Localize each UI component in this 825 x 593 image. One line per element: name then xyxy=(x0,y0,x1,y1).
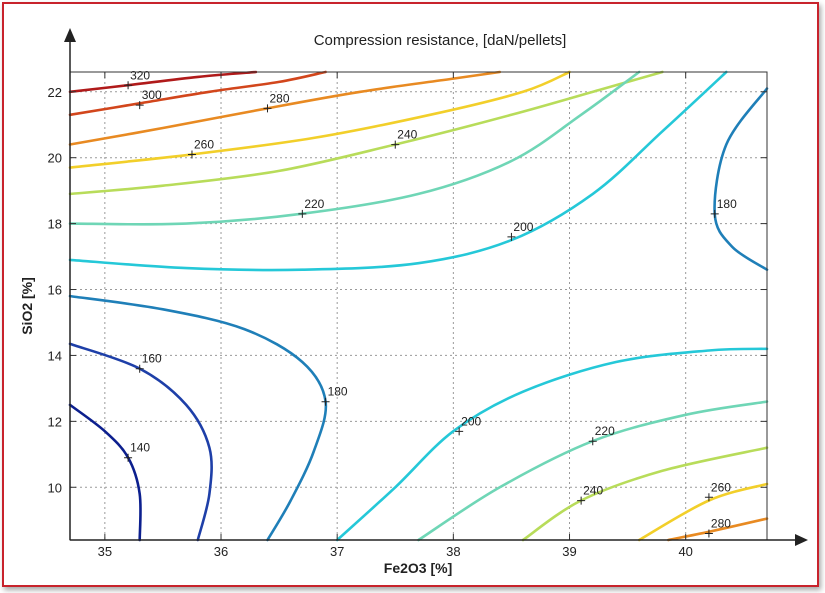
contour-line-260 xyxy=(68,70,571,169)
contour-line-200 xyxy=(68,70,728,272)
contour-label-marker xyxy=(704,529,713,538)
contour-label-marker xyxy=(710,209,719,218)
contour-label-marker xyxy=(135,364,144,373)
x-tick-label: 40 xyxy=(678,544,692,559)
contour-line-180 xyxy=(713,87,769,271)
contour-label-marker xyxy=(187,150,196,159)
x-axis-arrowhead xyxy=(795,534,808,546)
chart-title: Compression resistance, [daN/pellets] xyxy=(314,32,567,49)
contour-label-300: 300 xyxy=(142,88,162,102)
x-tick-label: 38 xyxy=(446,544,460,559)
y-tick-label: 14 xyxy=(48,348,62,363)
y-tick-label: 20 xyxy=(48,151,62,166)
x-tick-label: 37 xyxy=(330,544,344,559)
y-tick-label: 12 xyxy=(48,414,62,429)
contour-line-160 xyxy=(68,342,213,542)
x-axis-label: Fe2O3 [%] xyxy=(384,560,452,576)
y-axis-arrowhead xyxy=(64,28,76,42)
contour-label-240: 240 xyxy=(397,128,417,142)
x-tick-label: 35 xyxy=(98,544,112,559)
contour-label-marker xyxy=(263,104,272,113)
y-tick-label: 10 xyxy=(48,480,62,495)
contour-label-260: 260 xyxy=(194,138,214,152)
contour-label-marker xyxy=(588,437,597,446)
contour-line-260 xyxy=(637,482,769,542)
contour-label-220: 220 xyxy=(595,424,615,438)
contour-label-marker xyxy=(455,427,464,436)
contour-label-marker xyxy=(507,232,516,241)
contour-label-180: 180 xyxy=(328,385,348,399)
y-tick-labels: 10 12 14 16 18 20 22 xyxy=(48,85,62,495)
contour-label-marker xyxy=(124,453,133,462)
contour-label-marker xyxy=(298,209,307,218)
y-axis-label: SiO2 [%] xyxy=(19,277,35,335)
contour-line-180 xyxy=(68,294,328,542)
contour-line-320 xyxy=(68,70,258,94)
y-tick-label: 18 xyxy=(48,217,62,232)
contour-label-260: 260 xyxy=(711,480,731,494)
y-tick-label: 16 xyxy=(48,283,62,298)
contour-label-240: 240 xyxy=(583,484,603,498)
contour-label-marker xyxy=(124,81,133,90)
contour-label-220: 220 xyxy=(304,197,324,211)
x-tick-labels: 35 36 37 38 39 40 xyxy=(98,544,693,559)
contour-line-200 xyxy=(335,347,769,542)
x-tick-label: 39 xyxy=(562,544,576,559)
contour-label-marker xyxy=(704,493,713,502)
contour-label-marker xyxy=(577,496,586,505)
y-tick-label: 22 xyxy=(48,85,62,100)
contour-label-200: 200 xyxy=(513,220,533,234)
grid-lines xyxy=(70,72,767,540)
contour-line-280 xyxy=(68,70,502,146)
contour-label-marker xyxy=(135,101,144,110)
contour-label-280: 280 xyxy=(711,517,731,531)
tick-marks xyxy=(70,72,767,540)
contour-label-280: 280 xyxy=(269,91,289,105)
contour-label-200: 200 xyxy=(461,414,481,428)
contour-line-240 xyxy=(68,70,664,196)
contour-label-160: 160 xyxy=(142,352,162,366)
contour-line-240 xyxy=(521,446,769,542)
contour-label-180: 180 xyxy=(717,197,737,211)
contour-line-300 xyxy=(68,70,327,117)
contour-label-320: 320 xyxy=(130,68,150,82)
contour-line-220 xyxy=(68,70,641,226)
contour-label-marker xyxy=(321,397,330,406)
x-tick-label: 36 xyxy=(214,544,228,559)
contour-label-140: 140 xyxy=(130,441,150,455)
contour-label-marker xyxy=(391,140,400,149)
contour-labels: 320 300 280 260 240 220 200 180 180 160 140 200 220 2… xyxy=(124,68,737,538)
contour-lines xyxy=(68,70,769,542)
